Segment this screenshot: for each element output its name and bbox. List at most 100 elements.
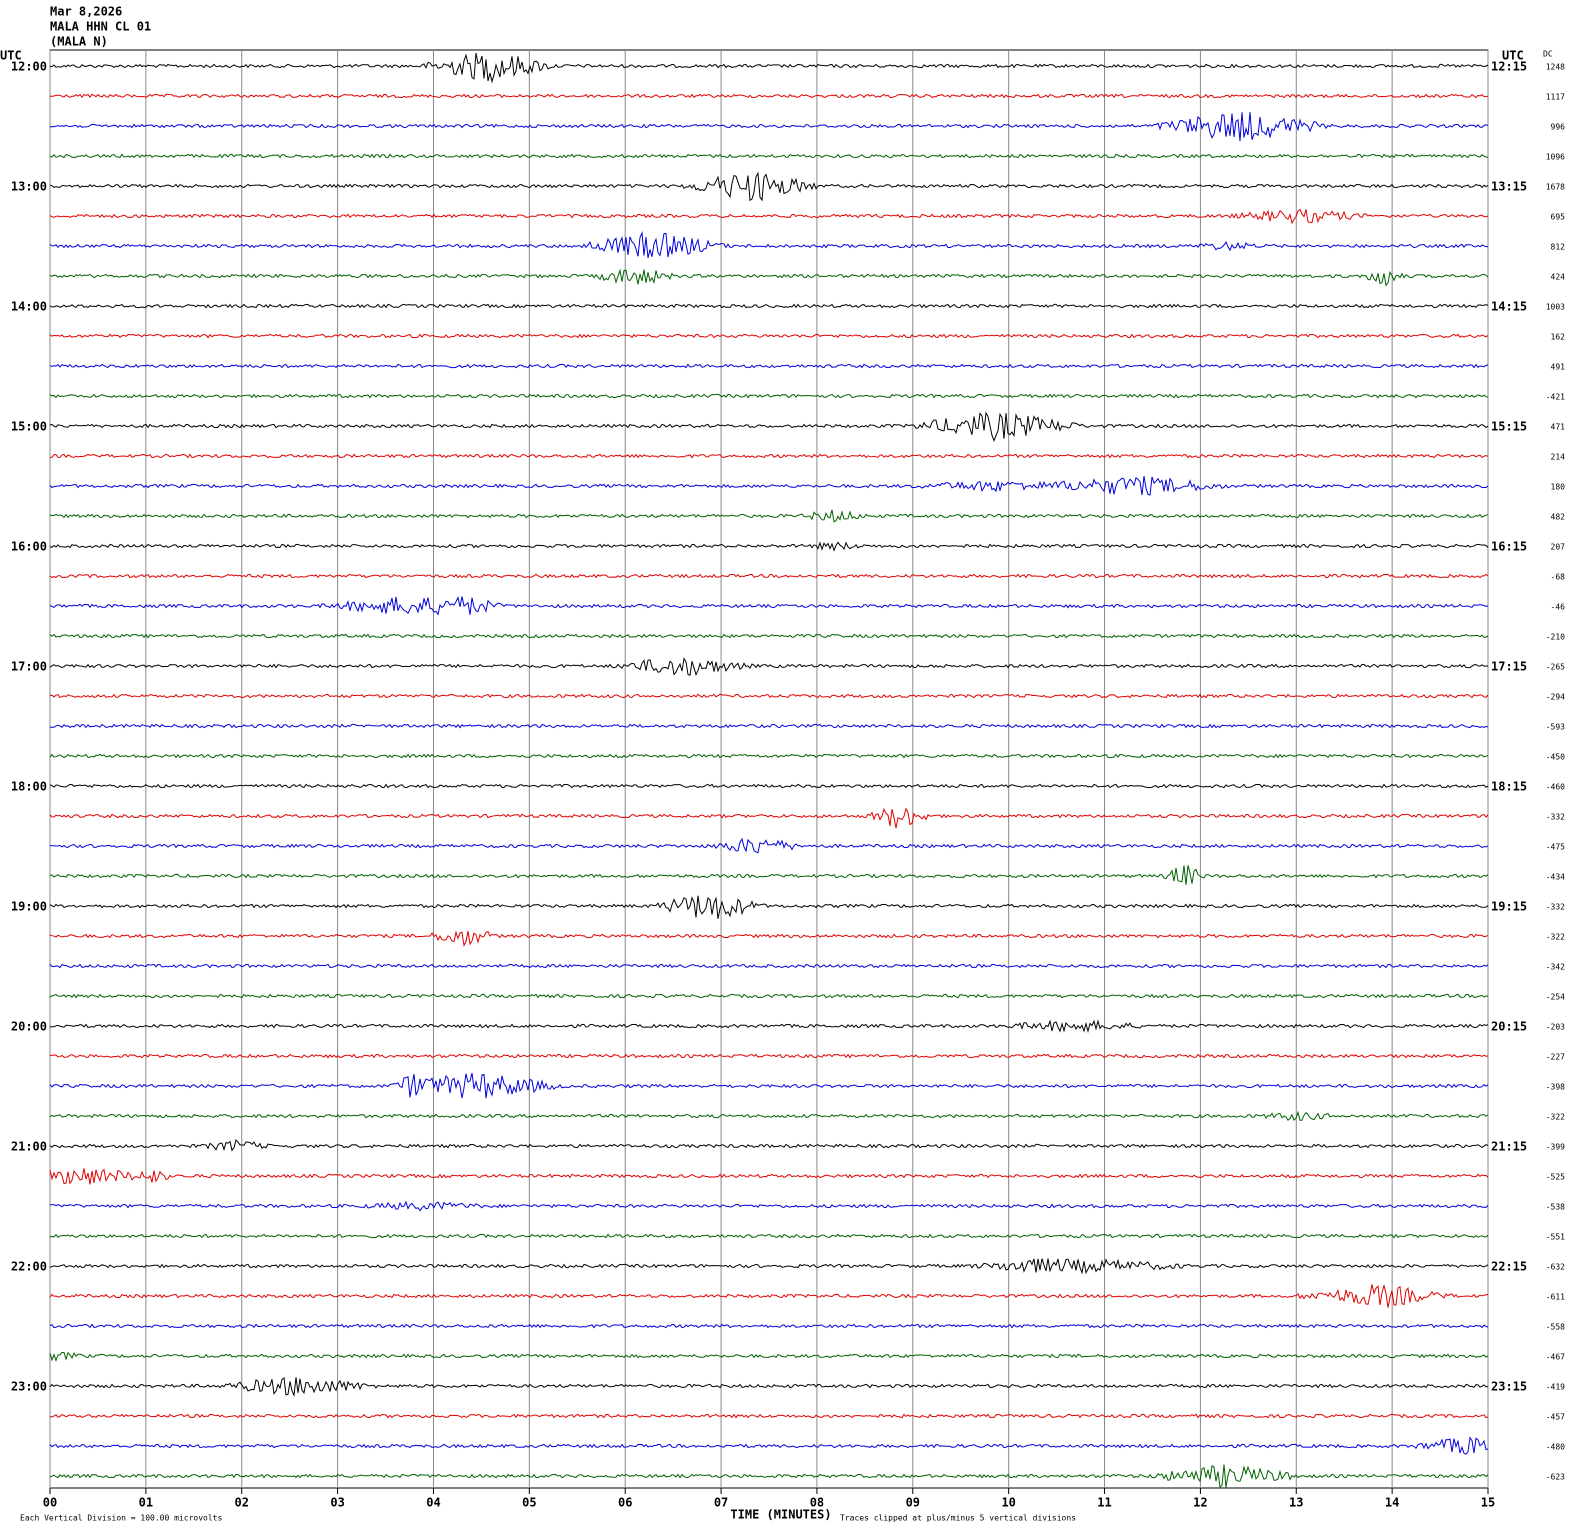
left-time: 17:00: [11, 660, 47, 674]
trace: [49, 111, 1489, 142]
dc-value: -434: [1546, 873, 1565, 882]
x-tick-label: 00: [43, 1496, 57, 1510]
trace: [49, 208, 1489, 225]
dc-value: -475: [1546, 843, 1565, 852]
x-tick-label: 11: [1097, 1496, 1111, 1510]
dc-value: -480: [1546, 1443, 1565, 1452]
trace: [49, 231, 1489, 259]
dc-value: -265: [1546, 663, 1565, 672]
dc-value: -558: [1546, 1323, 1565, 1332]
dc-value: -294: [1546, 693, 1565, 702]
x-tick-label: 12: [1193, 1496, 1207, 1510]
right-time: 16:15: [1491, 540, 1527, 554]
dc-value: 162: [1551, 333, 1566, 342]
trace: [49, 363, 1489, 369]
dc-value: 424: [1551, 273, 1566, 282]
dc-value: -46: [1551, 603, 1566, 612]
left-time: 13:00: [11, 180, 47, 194]
trace: [49, 1351, 1489, 1362]
dc-value: 214: [1551, 453, 1566, 462]
dc-value: -332: [1546, 903, 1565, 912]
dc-value: -538: [1546, 1203, 1565, 1212]
dc-value: 996: [1551, 123, 1566, 132]
x-tick-label: 08: [810, 1496, 824, 1510]
trace: [49, 865, 1489, 885]
trace: [49, 1464, 1489, 1488]
trace: [49, 1436, 1489, 1455]
trace: [49, 1168, 1489, 1185]
x-tick-label: 03: [330, 1496, 344, 1510]
x-tick-label: 07: [714, 1496, 728, 1510]
x-tick-label: 06: [618, 1496, 632, 1510]
footer-right: Traces clipped at plus/minus 5 vertical …: [840, 1514, 1076, 1523]
x-tick-label: 09: [906, 1496, 920, 1510]
dc-value: -593: [1546, 723, 1565, 732]
trace: [49, 153, 1489, 159]
trace: [49, 1019, 1489, 1034]
x-tick-label: 01: [139, 1496, 153, 1510]
trace: [49, 595, 1489, 616]
dc-value: -332: [1546, 813, 1565, 822]
right-time: 18:15: [1491, 780, 1527, 794]
left-time: 16:00: [11, 540, 47, 554]
trace: [49, 1072, 1489, 1099]
dc-value: -460: [1546, 783, 1565, 792]
trace: [49, 657, 1489, 677]
right-time: 12:15: [1491, 60, 1527, 74]
trace: [49, 1200, 1489, 1212]
x-tick-label: 14: [1385, 1496, 1399, 1510]
dc-value: -551: [1546, 1233, 1565, 1242]
dc-value: -203: [1546, 1023, 1565, 1032]
dc-value: 482: [1551, 513, 1566, 522]
trace: [50, 52, 1489, 84]
trace: [49, 1376, 1489, 1398]
right-time: 17:15: [1491, 660, 1527, 674]
dc-value: -623: [1546, 1473, 1565, 1482]
dc-value: -398: [1546, 1083, 1565, 1092]
channel: (MALA N): [50, 35, 108, 49]
x-tick-label: 05: [522, 1496, 536, 1510]
dc-value: -210: [1546, 633, 1565, 642]
x-tick-label: 02: [235, 1496, 249, 1510]
utc-left: UTC: [0, 49, 22, 63]
trace: [49, 303, 1489, 309]
trace: [49, 807, 1489, 829]
dc-value: -254: [1546, 993, 1565, 1002]
left-time: 20:00: [11, 1020, 47, 1034]
left-time: 23:00: [11, 1380, 47, 1394]
x-tick-label: 15: [1481, 1496, 1495, 1510]
trace: [49, 573, 1489, 579]
dc-value: -450: [1546, 753, 1565, 762]
trace: [49, 633, 1489, 639]
dc-value: 207: [1551, 543, 1566, 552]
dc-value: -632: [1546, 1263, 1565, 1272]
x-tick-label: 04: [426, 1496, 440, 1510]
dc-value: 695: [1551, 213, 1566, 222]
dc-value: 812: [1551, 243, 1566, 252]
left-time: 19:00: [11, 900, 47, 914]
trace: [49, 541, 1489, 552]
left-time: 22:00: [11, 1260, 47, 1274]
footer-left: Each Vertical Division = 100.00 microvol…: [20, 1514, 222, 1523]
dc-value: 1117: [1546, 93, 1565, 102]
x-tick-label: 10: [1001, 1496, 1015, 1510]
trace: [49, 268, 1489, 287]
trace: [49, 783, 1489, 789]
right-time: 20:15: [1491, 1020, 1527, 1034]
left-time: 14:00: [11, 300, 47, 314]
dc-value: -611: [1546, 1293, 1565, 1302]
dc-value: -68: [1551, 573, 1566, 582]
trace: [49, 171, 1489, 202]
trace: [49, 476, 1489, 496]
trace: [50, 93, 1489, 99]
left-time: 15:00: [11, 420, 47, 434]
right-time: 15:15: [1491, 420, 1527, 434]
x-axis-label: TIME (MINUTES): [730, 1508, 831, 1522]
trace: [49, 895, 1489, 919]
dc-value: -457: [1546, 1413, 1565, 1422]
trace: [49, 333, 1489, 339]
right-time: 22:15: [1491, 1260, 1527, 1274]
trace: [50, 723, 1489, 729]
dc-value: 491: [1551, 363, 1566, 372]
